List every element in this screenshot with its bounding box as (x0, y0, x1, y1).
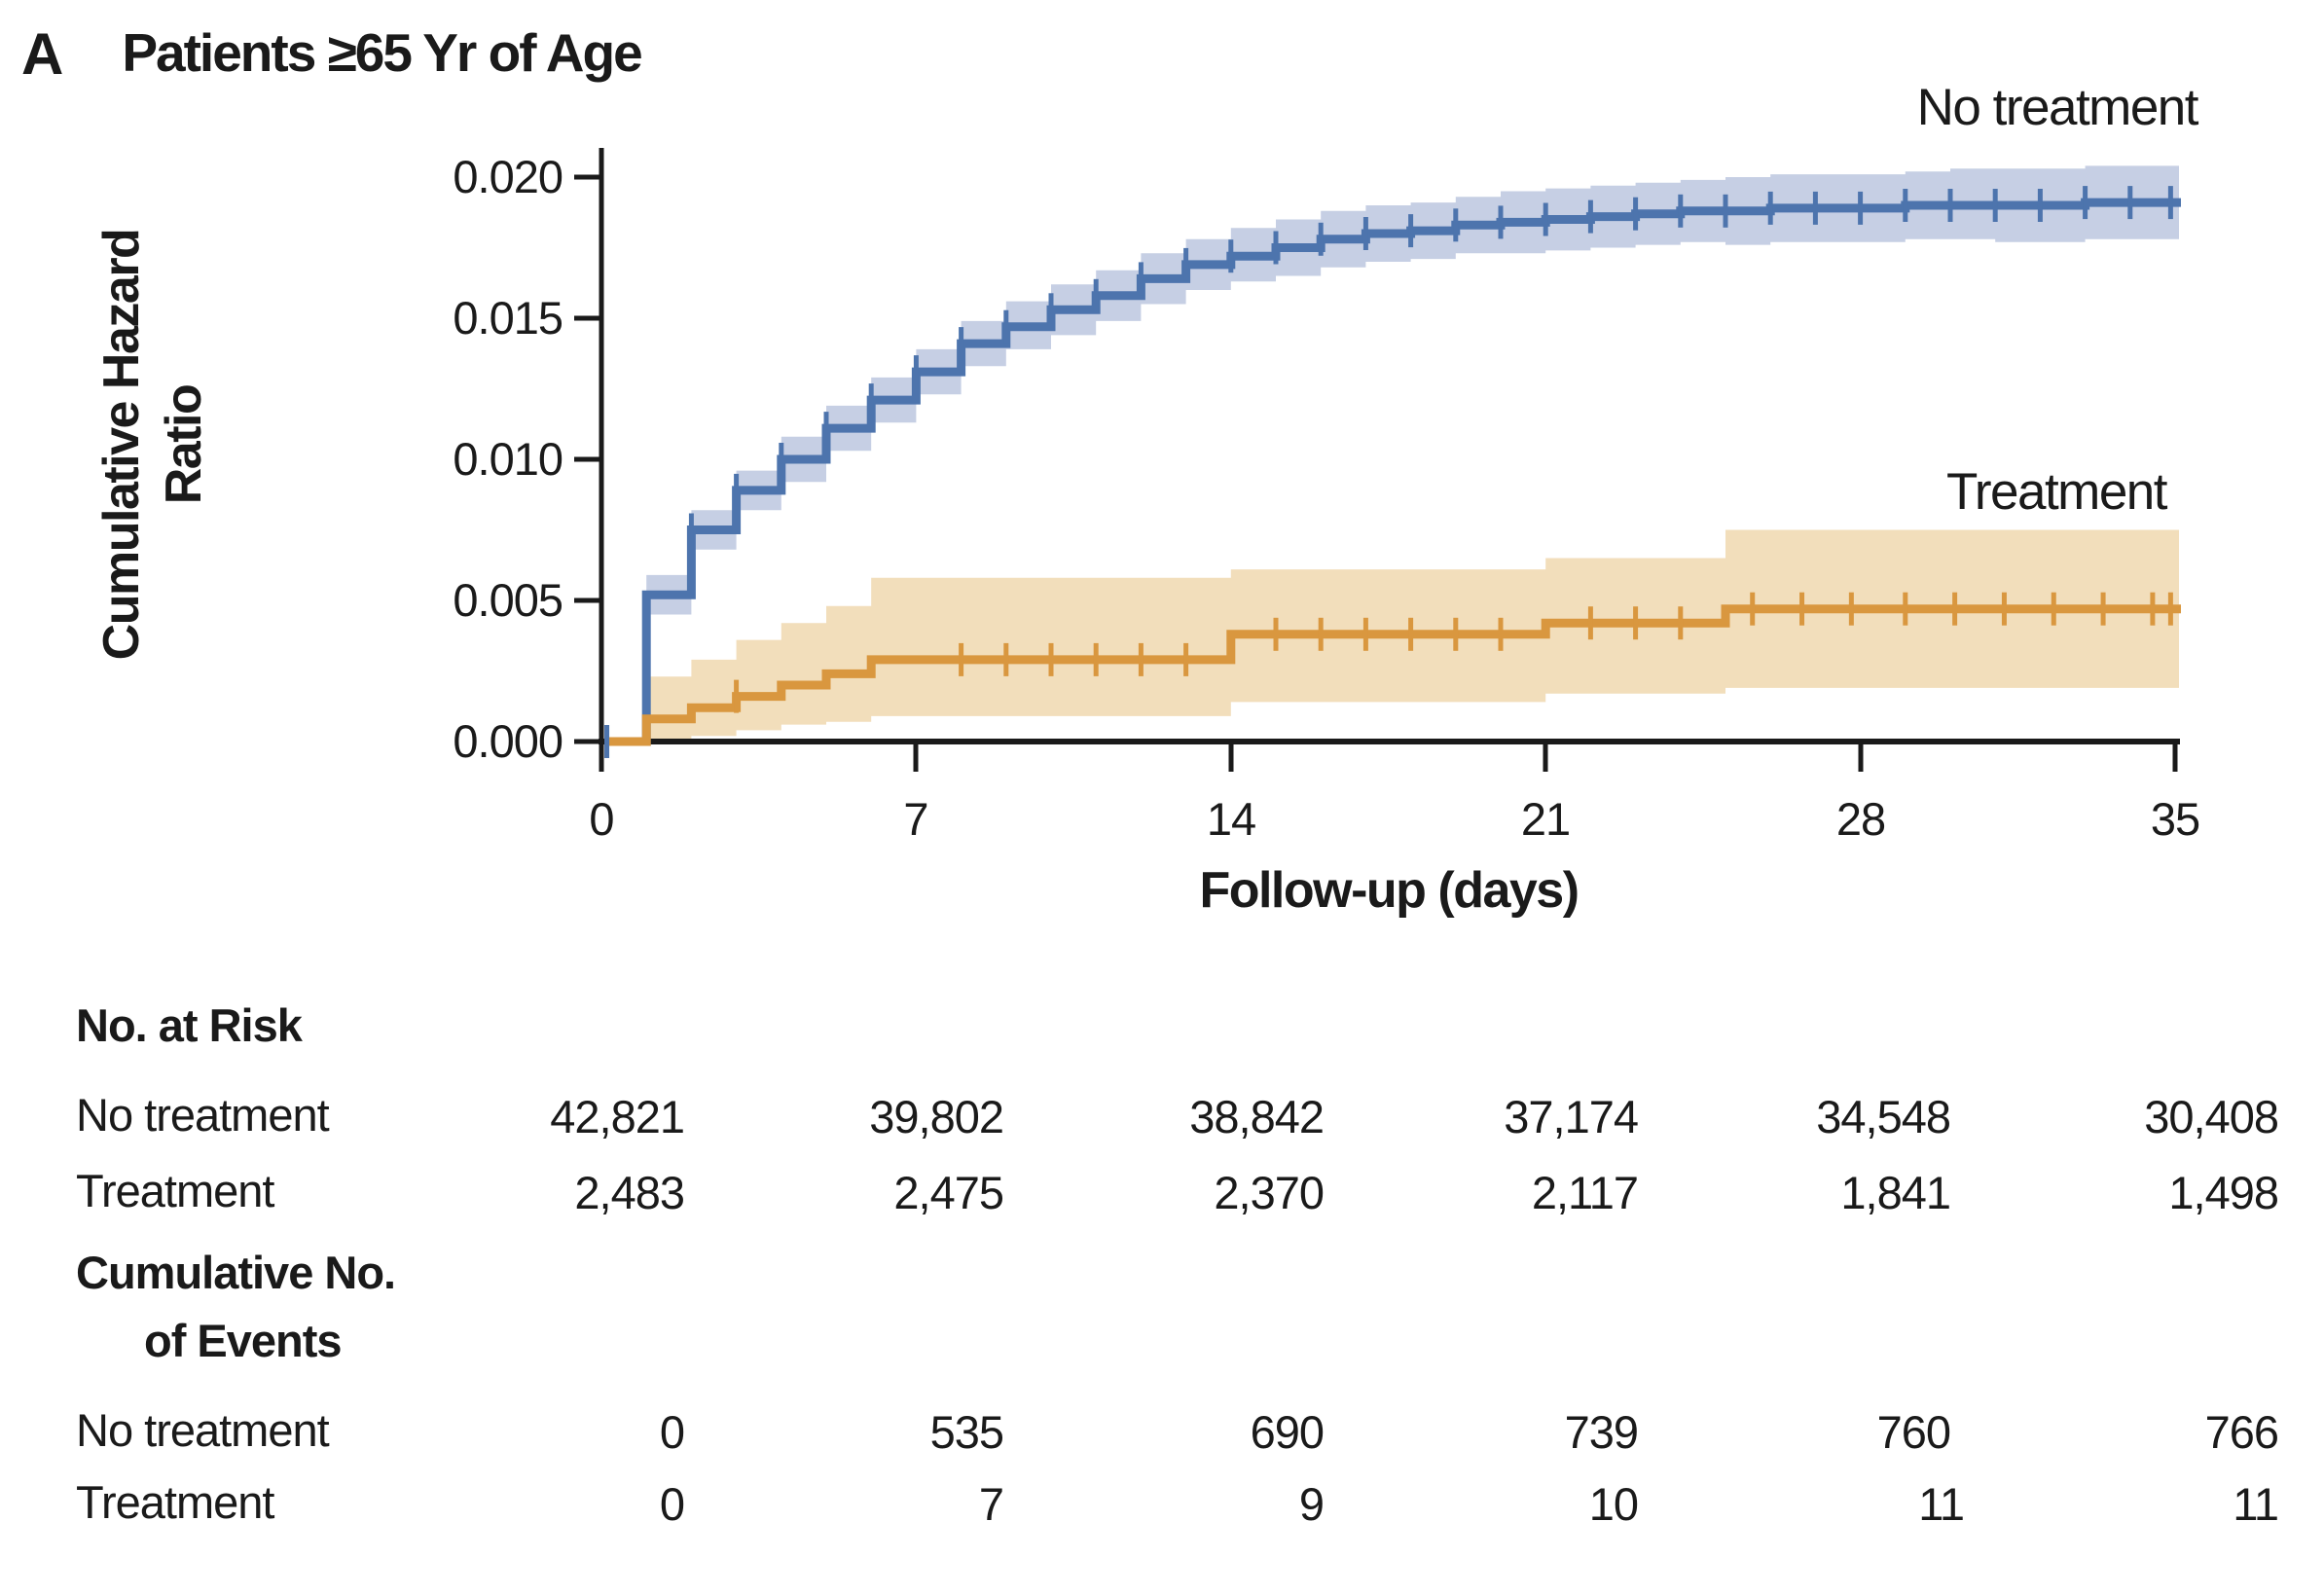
events-row-label: No treatment (76, 1404, 330, 1456)
x-tick-label: 14 (1207, 793, 1255, 845)
y-tick-label: 0.000 (453, 715, 563, 767)
x-tick-label: 35 (2151, 793, 2199, 845)
axes (574, 148, 2180, 772)
events-value: 11 (1918, 1478, 1965, 1530)
risk-value: 39,802 (869, 1091, 1004, 1142)
x-axis-title: Follow-up (days) (1199, 862, 1578, 919)
treatment-curve (604, 604, 2181, 746)
risk-value: 2,483 (574, 1167, 685, 1218)
events-value: 0 (659, 1406, 685, 1458)
treatment-censor-marks (734, 592, 2173, 713)
figure-header: A Patients ≥65 Yr of Age (21, 21, 643, 87)
risk-value: 1,841 (1840, 1167, 1951, 1218)
panel-letter: A (21, 21, 63, 87)
risk-value: 30,408 (2144, 1091, 2279, 1142)
risk-row-label: No treatment (76, 1089, 330, 1141)
events-value: 11 (2233, 1478, 2279, 1530)
treatment-series-label: Treatment (1946, 463, 2168, 521)
risk-value: 2,475 (893, 1167, 1004, 1218)
risk-value: 2,117 (1531, 1167, 1639, 1218)
events-value: 760 (1876, 1406, 1951, 1458)
events-table-title-line1: Cumulative No. (76, 1247, 396, 1298)
risk-table-title: No. at Risk (76, 999, 303, 1051)
events-value: 766 (2204, 1406, 2279, 1458)
events-value: 9 (1298, 1478, 1325, 1530)
hazard-chart: 0.020 0.015 0.010 0.005 0.000 0 7 14 21 … (93, 79, 2200, 919)
y-axis-title-line1: Cumulative Hazard (93, 230, 150, 661)
no-treatment-ci-band (646, 165, 2180, 615)
x-tick-label: 7 (903, 793, 927, 845)
risk-row-label: Treatment (76, 1165, 274, 1216)
events-table-title-line2: of Events (144, 1315, 343, 1366)
risk-value: 34,548 (1816, 1091, 1951, 1142)
y-tick-label: 0.020 (453, 151, 563, 202)
x-tick-label: 0 (589, 793, 613, 845)
no-treatment-censor-marks (604, 186, 2173, 758)
x-tick-label: 21 (1521, 793, 1570, 845)
risk-value: 2,370 (1214, 1167, 1325, 1218)
risk-value: 1,498 (2168, 1167, 2279, 1218)
events-value: 739 (1564, 1406, 1639, 1458)
y-tick-label: 0.015 (453, 292, 563, 344)
risk-value: 38,842 (1189, 1091, 1325, 1142)
y-axis-title-line2: Ratio (156, 385, 212, 505)
x-tick-label: 28 (1836, 793, 1885, 845)
events-value: 10 (1588, 1478, 1639, 1530)
no-treatment-series-label: No treatment (1917, 79, 2199, 136)
events-value: 535 (929, 1406, 1004, 1458)
risk-value: 42,821 (550, 1091, 685, 1142)
y-tick-label: 0.010 (453, 433, 563, 485)
page-title: Patients ≥65 Yr of Age (122, 22, 642, 83)
events-value: 690 (1250, 1406, 1325, 1458)
events-value: 0 (659, 1478, 685, 1530)
risk-value: 37,174 (1504, 1091, 1639, 1142)
y-tick-label: 0.005 (453, 574, 563, 626)
events-row-label: Treatment (76, 1476, 274, 1528)
events-value: 7 (978, 1478, 1004, 1530)
